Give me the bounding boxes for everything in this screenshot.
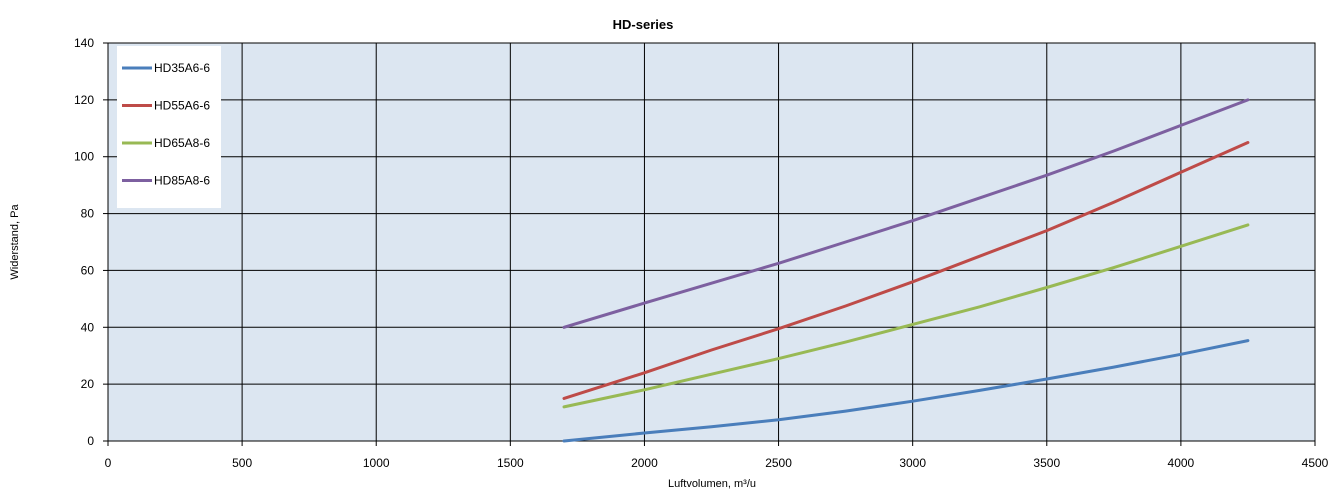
y-tick-label: 0 bbox=[87, 434, 94, 448]
series-line-hd35a6-6 bbox=[562, 339, 1250, 443]
x-tick-label: 1000 bbox=[363, 456, 390, 470]
y-tick-label: 100 bbox=[74, 150, 94, 164]
x-tick-label: 4500 bbox=[1302, 456, 1329, 470]
legend: HD35A6-6 HD55A6-6 HD65A8-6 HD85A8-6 bbox=[117, 46, 221, 208]
series-line-hd65a8-6 bbox=[562, 223, 1250, 409]
chart-title: HD-series bbox=[613, 17, 674, 32]
y-axis-ticks: 0 20 40 60 80 100 120 140 bbox=[74, 36, 108, 448]
y-tick-label: 60 bbox=[81, 263, 95, 277]
x-tick-label: 0 bbox=[105, 456, 112, 470]
legend-label: HD35A6-6 bbox=[154, 61, 210, 75]
x-tick-label: 3000 bbox=[899, 456, 926, 470]
y-tick-label: 40 bbox=[81, 320, 95, 334]
legend-label: HD85A8-6 bbox=[154, 174, 210, 188]
series-lines bbox=[562, 98, 1250, 443]
x-tick-label: 2500 bbox=[765, 456, 792, 470]
x-axis-label: Luftvolumen, m³/u bbox=[668, 478, 756, 490]
y-tick-label: 20 bbox=[81, 377, 95, 391]
y-tick-label: 120 bbox=[74, 93, 94, 107]
plot-border bbox=[107, 42, 1316, 442]
series-line-hd55a6-6 bbox=[562, 141, 1250, 400]
x-tick-label: 3500 bbox=[1033, 456, 1060, 470]
y-tick-label: 140 bbox=[74, 36, 94, 50]
x-axis-ticks: 0 500 1000 1500 2000 2500 3000 3500 4000 4500 bbox=[105, 441, 1329, 470]
legend-label: HD65A8-6 bbox=[154, 136, 210, 150]
x-tick-label: 2000 bbox=[631, 456, 658, 470]
plot-area bbox=[108, 43, 1315, 441]
x-tick-label: 1500 bbox=[497, 456, 524, 470]
x-tick-label: 500 bbox=[232, 456, 252, 470]
x-tick-label: 4000 bbox=[1168, 456, 1195, 470]
series-line-hd85a8-6 bbox=[562, 98, 1250, 329]
y-axis-label: Widerstand, Pa bbox=[9, 204, 21, 280]
y-tick-label: 80 bbox=[81, 207, 95, 221]
legend-label: HD55A6-6 bbox=[154, 99, 210, 113]
